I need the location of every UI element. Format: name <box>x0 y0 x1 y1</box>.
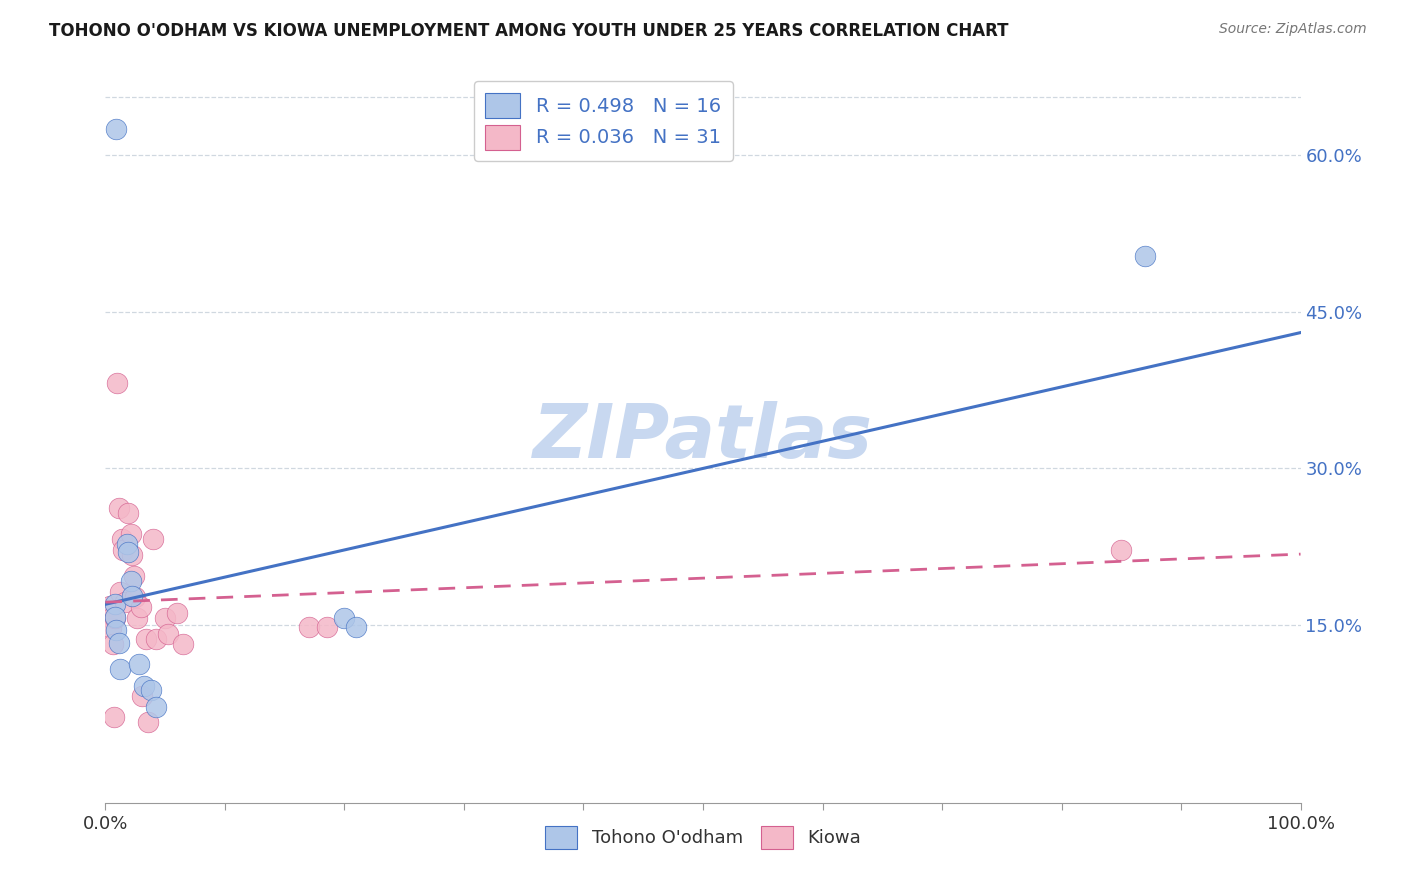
Point <box>98 599 121 614</box>
Point <box>120 527 142 541</box>
Point <box>117 545 139 559</box>
Point <box>131 690 153 704</box>
Point <box>128 657 150 671</box>
Point <box>104 611 127 625</box>
Point <box>104 609 127 624</box>
Point <box>346 620 368 634</box>
Point <box>135 632 157 646</box>
Point <box>103 710 125 724</box>
Point <box>129 600 153 615</box>
Point <box>101 637 124 651</box>
Point <box>132 679 155 693</box>
Point <box>107 376 129 390</box>
Point <box>100 621 122 635</box>
Point <box>1133 249 1156 263</box>
Point <box>112 543 135 558</box>
Point <box>120 574 142 589</box>
Point <box>156 626 179 640</box>
Text: TOHONO O'ODHAM VS KIOWA UNEMPLOYMENT AMONG YOUTH UNDER 25 YEARS CORRELATION CHAR: TOHONO O'ODHAM VS KIOWA UNEMPLOYMENT AMO… <box>49 22 1008 40</box>
Point <box>121 548 143 562</box>
Point <box>315 620 337 634</box>
Point <box>124 590 146 604</box>
Point <box>105 624 128 638</box>
Point <box>107 636 129 650</box>
Point <box>105 121 128 136</box>
Point <box>117 507 139 521</box>
Point <box>125 611 148 625</box>
Point <box>166 606 188 620</box>
Point <box>139 682 162 697</box>
Point <box>172 637 194 651</box>
Point <box>298 620 321 634</box>
Point <box>108 584 131 599</box>
Point <box>138 715 160 730</box>
Legend: Tohono O'odham, Kiowa: Tohono O'odham, Kiowa <box>537 818 869 856</box>
Point <box>1111 543 1133 558</box>
Point <box>107 501 129 516</box>
Point <box>100 611 122 625</box>
Point <box>145 632 167 646</box>
Point <box>121 589 143 603</box>
Point <box>115 536 138 550</box>
Point <box>333 611 356 625</box>
Point <box>108 662 131 676</box>
Point <box>153 611 177 625</box>
Text: ZIPatlas: ZIPatlas <box>533 401 873 474</box>
Point <box>111 533 134 547</box>
Point <box>122 569 145 583</box>
Point <box>104 597 127 611</box>
Point <box>114 595 136 609</box>
Point <box>142 533 165 547</box>
Point <box>145 699 167 714</box>
Text: Source: ZipAtlas.com: Source: ZipAtlas.com <box>1219 22 1367 37</box>
